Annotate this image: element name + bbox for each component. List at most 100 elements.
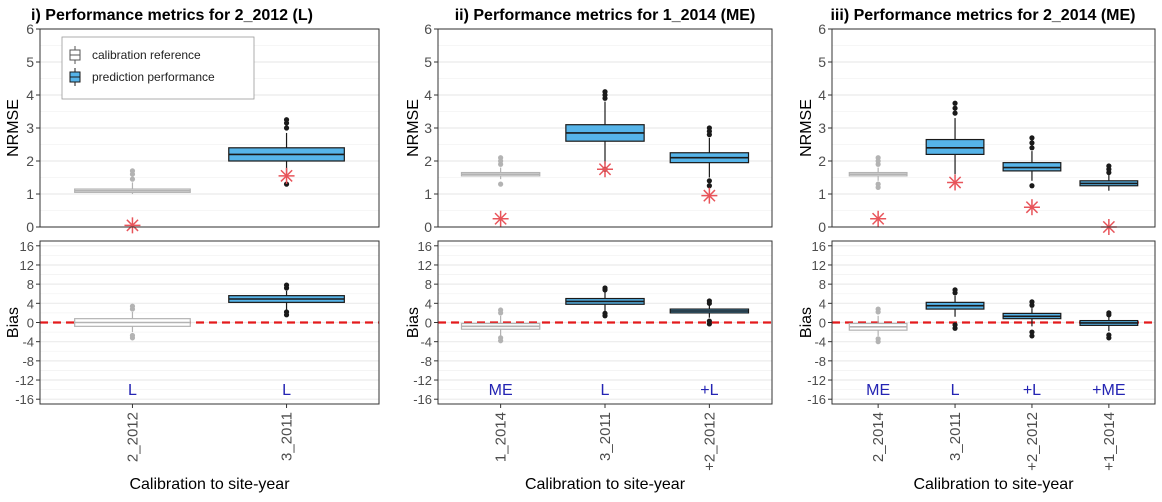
outlier-point bbox=[498, 335, 504, 341]
bias-plot: -16 -12 -8 -4 0 4 8 12 16 Bias ME L +L +ME bbox=[798, 239, 1156, 407]
outlier-point bbox=[602, 89, 608, 95]
outlier-point bbox=[952, 110, 958, 116]
observed-marker bbox=[947, 174, 964, 191]
y-tick-label: 4 bbox=[425, 296, 432, 311]
y-tick-label: 5 bbox=[818, 54, 826, 70]
outlier-point bbox=[1029, 140, 1035, 146]
x-tick-label: +1_2014 bbox=[1101, 412, 1118, 471]
outlier-point bbox=[283, 117, 290, 123]
y-tick-label: 3 bbox=[424, 120, 432, 136]
y-tick-label: -16 bbox=[15, 392, 34, 407]
box-2_2012 bbox=[74, 303, 191, 341]
x-axis-label: Calibration to site-year bbox=[913, 476, 1074, 493]
box-3_2011 bbox=[925, 100, 985, 191]
outlier-point bbox=[706, 178, 712, 184]
y-tick-label: -4 bbox=[22, 335, 34, 350]
y-tick-label: -8 bbox=[22, 354, 34, 369]
y-tick-label: 16 bbox=[20, 239, 34, 254]
y-tick-label: 5 bbox=[26, 54, 34, 70]
x-tick-label: +2_2012 bbox=[1024, 412, 1041, 471]
marker-stroke bbox=[703, 189, 716, 202]
observed-marker bbox=[701, 187, 718, 204]
outlier-point bbox=[706, 298, 712, 304]
plot-border bbox=[39, 28, 380, 228]
outlier-point bbox=[1029, 183, 1035, 189]
outlier-point bbox=[875, 155, 881, 161]
y-axis-label: NRMSE bbox=[5, 99, 22, 157]
outlier-point bbox=[129, 303, 136, 309]
y-tick-label: -8 bbox=[420, 354, 432, 369]
plot-border bbox=[831, 240, 1156, 405]
y-tick-label: 2 bbox=[818, 153, 826, 169]
y-tick-label: 8 bbox=[27, 277, 34, 292]
category-tag: L bbox=[951, 382, 960, 399]
observed-marker bbox=[597, 161, 613, 178]
box-3_2011 bbox=[228, 117, 345, 187]
outlier-point bbox=[952, 105, 958, 111]
outlier-point bbox=[283, 309, 290, 315]
outlier-point bbox=[1106, 163, 1112, 169]
outlier-point bbox=[283, 181, 290, 187]
y-tick-label: 2 bbox=[26, 153, 34, 169]
y-tick-label: 8 bbox=[819, 277, 826, 292]
marker-stroke bbox=[280, 169, 293, 182]
category-tag: +L bbox=[700, 382, 718, 399]
y-tick-label: -12 bbox=[413, 373, 432, 388]
observed-marker bbox=[1023, 199, 1040, 216]
y-tick-label: 5 bbox=[424, 54, 432, 70]
x-axis-label: Calibration to site-year bbox=[525, 476, 686, 493]
outlier-point bbox=[1029, 145, 1035, 151]
legend-entry-label: prediction performance bbox=[92, 70, 215, 84]
y-tick-label: 0 bbox=[819, 316, 826, 331]
legend: calibration reference prediction performa… bbox=[61, 36, 255, 100]
x-tick-label: 1_2014 bbox=[493, 412, 510, 462]
outlier-point bbox=[875, 306, 881, 312]
y-tick-label: -16 bbox=[413, 392, 432, 407]
y-tick-label: 6 bbox=[424, 21, 432, 37]
nrmse-plot: 0 1 2 3 4 5 6 NRMSE bbox=[405, 21, 773, 235]
legend-entry-label: calibration reference bbox=[92, 48, 201, 62]
y-tick-label: 0 bbox=[424, 219, 432, 235]
y-axis-label: NRMSE bbox=[405, 99, 422, 157]
category-tag: L bbox=[128, 382, 137, 399]
y-tick-label: 4 bbox=[27, 296, 34, 311]
y-tick-label: 6 bbox=[818, 21, 826, 37]
outlier-point bbox=[129, 168, 136, 174]
category-tag: ME bbox=[489, 382, 513, 399]
y-tick-label: -12 bbox=[807, 373, 826, 388]
nrmse-plot: 0 1 2 3 4 5 6 NRMSE bbox=[798, 21, 1156, 235]
x-axis-label: Calibration to site-year bbox=[129, 476, 290, 493]
category-tag: ME bbox=[866, 382, 890, 399]
y-tick-label: 12 bbox=[20, 258, 34, 273]
outlier-point bbox=[498, 155, 504, 161]
outlier-point bbox=[1029, 135, 1035, 141]
y-tick-label: -12 bbox=[15, 373, 34, 388]
panel-title: i) Performance metrics for 2_2012 (L) bbox=[31, 7, 313, 24]
panel-1: i) Performance metrics for 2_2012 (L) 0 12… bbox=[5, 7, 380, 493]
y-tick-label: 6 bbox=[26, 21, 34, 37]
outlier-point bbox=[498, 307, 504, 313]
outlier-point bbox=[706, 318, 712, 324]
marker-stroke bbox=[872, 212, 885, 225]
marker-stroke bbox=[494, 212, 507, 225]
y-tick-label: 0 bbox=[26, 219, 34, 235]
box-+2_2012 bbox=[1002, 135, 1062, 216]
x-tick-label: 3_2011 bbox=[279, 412, 296, 461]
box-+2_2012 bbox=[669, 298, 750, 327]
y-tick-label: 0 bbox=[818, 219, 826, 235]
panel-title: ii) Performance metrics for 1_2014 (ME) bbox=[455, 7, 756, 24]
outlier-point bbox=[952, 287, 958, 293]
box-2_2014 bbox=[848, 306, 908, 345]
y-tick-label: -4 bbox=[814, 335, 826, 350]
y-tick-label: 16 bbox=[812, 239, 826, 254]
y-axis-label: NRMSE bbox=[798, 99, 815, 157]
y-tick-label: 4 bbox=[819, 296, 826, 311]
outlier-point bbox=[706, 183, 712, 189]
y-tick-label: 4 bbox=[424, 87, 432, 103]
outlier-point bbox=[129, 176, 136, 182]
outlier-point bbox=[1029, 329, 1035, 335]
plot-border bbox=[437, 28, 773, 228]
category-tag: +L bbox=[1023, 382, 1041, 399]
x-tick-label: 3_2011 bbox=[597, 412, 614, 461]
